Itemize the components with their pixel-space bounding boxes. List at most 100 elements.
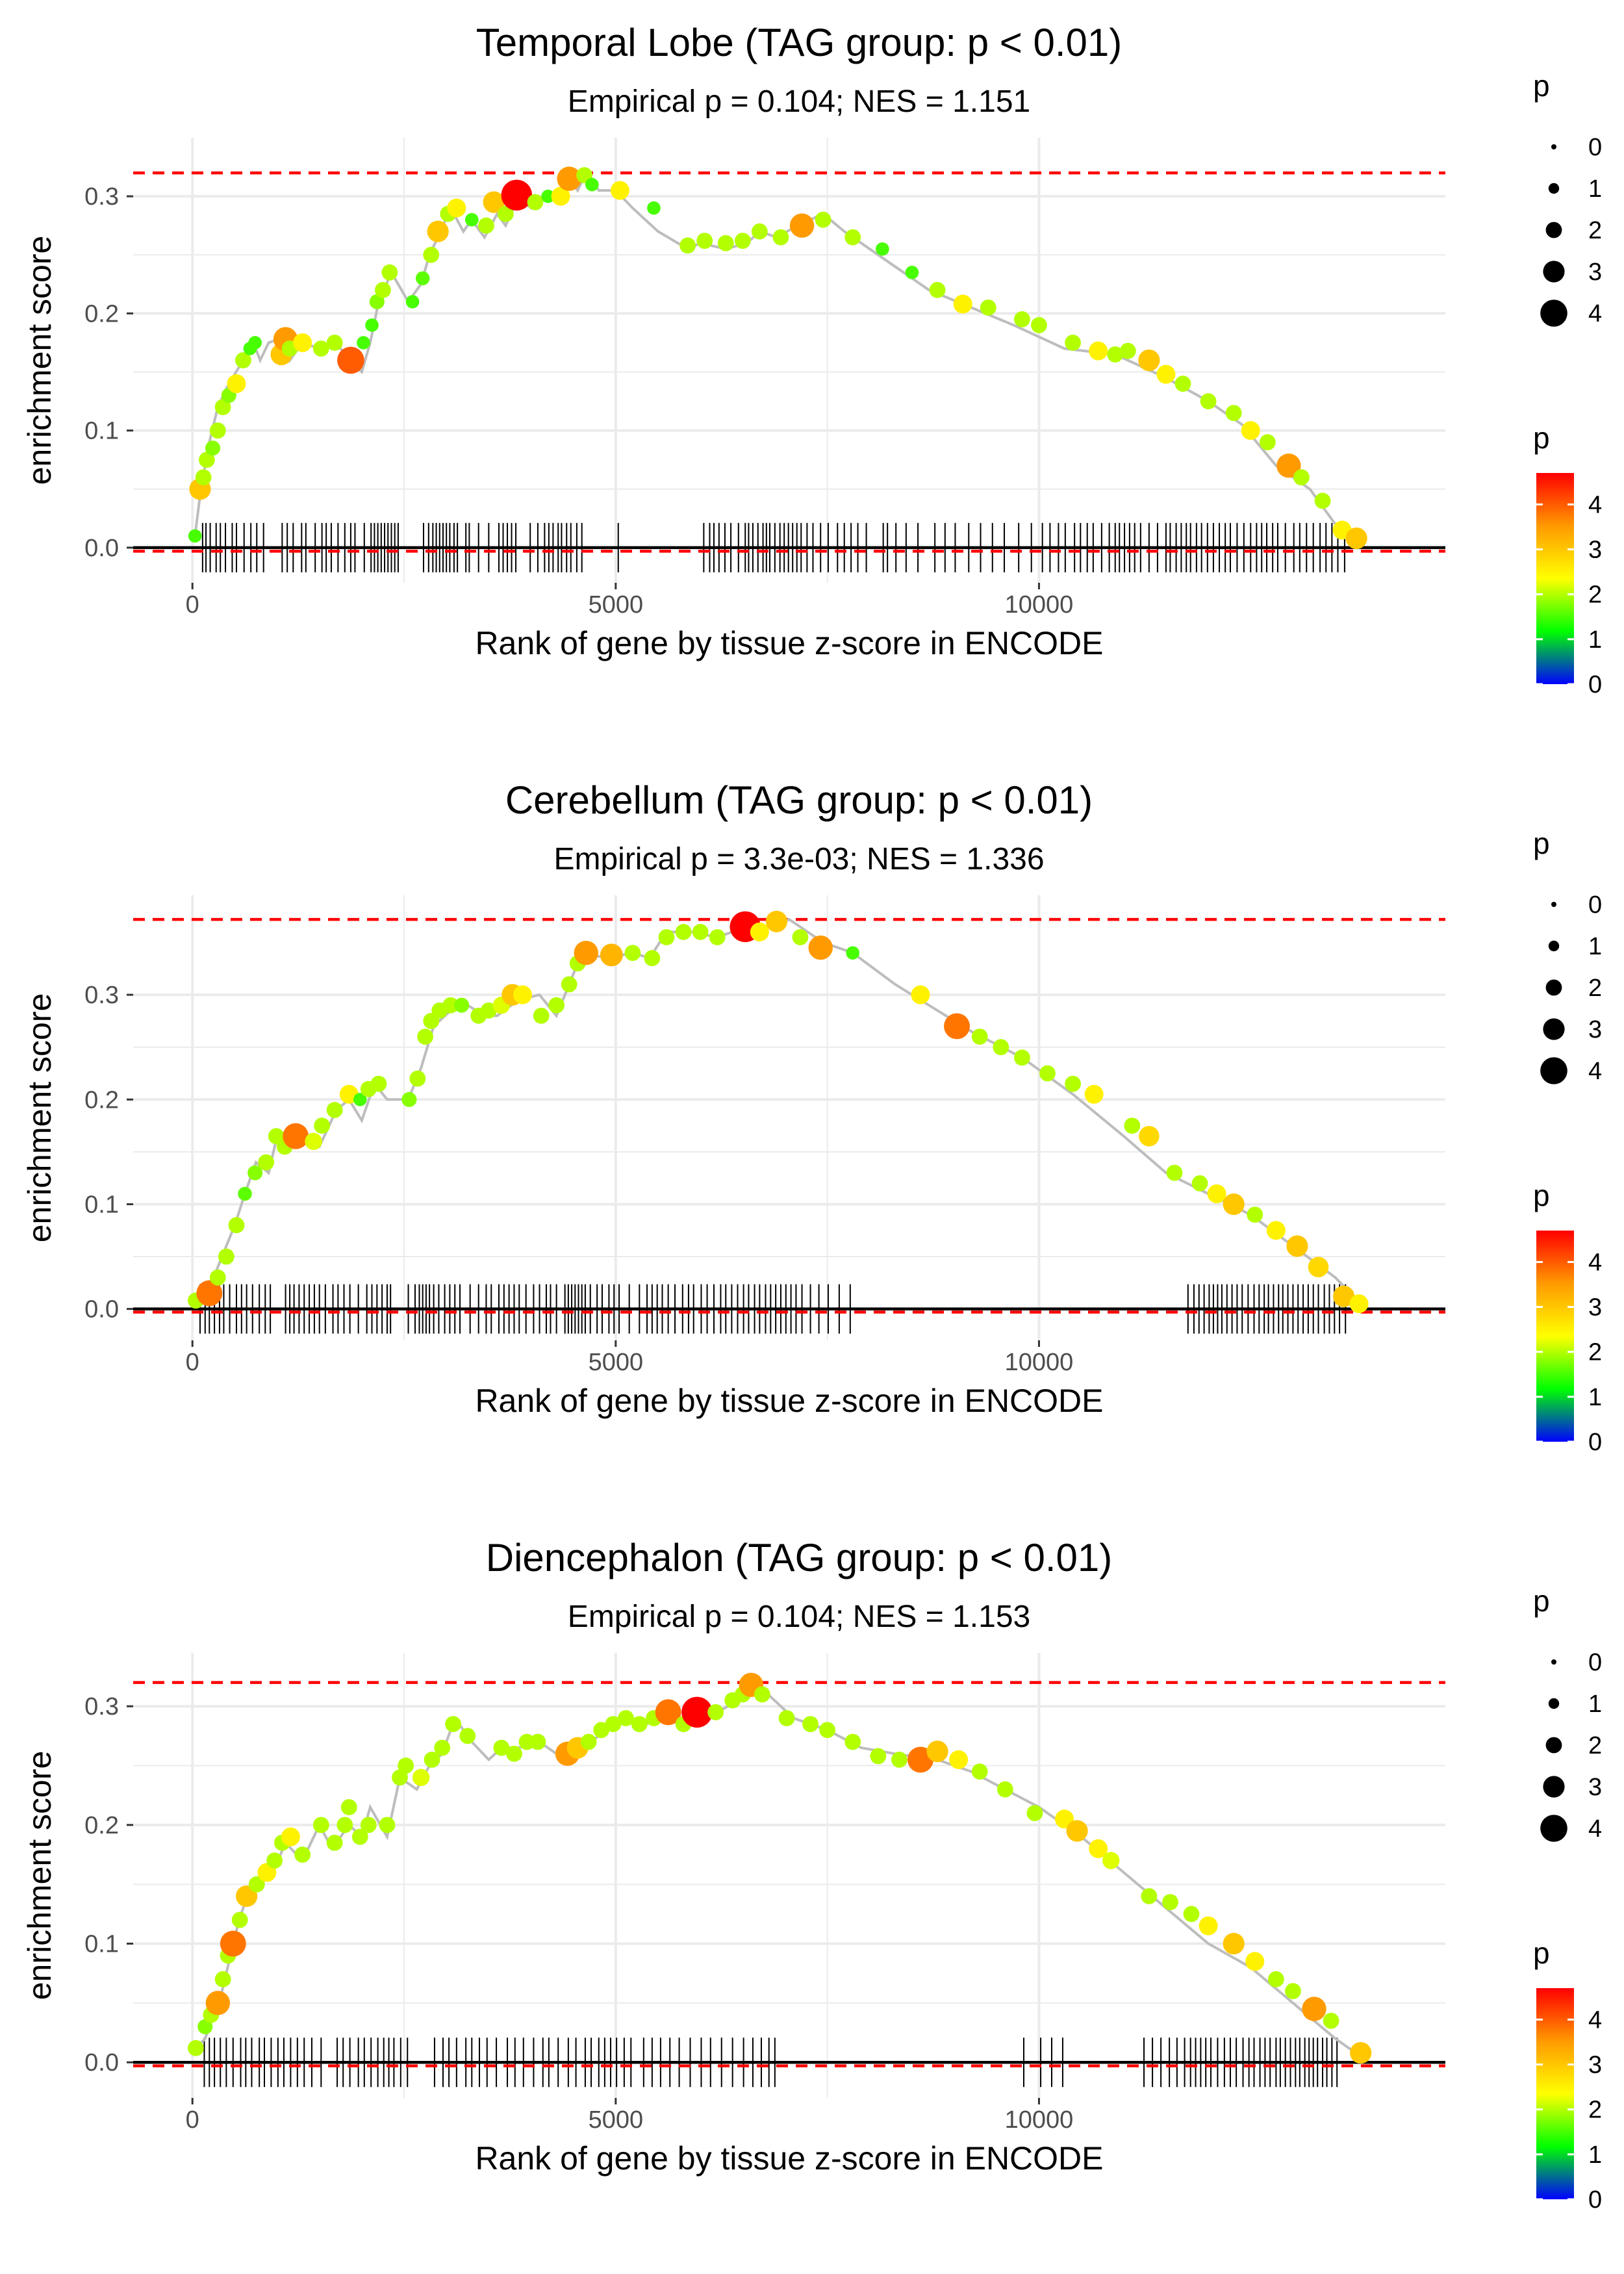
data-point <box>326 1102 343 1118</box>
data-point <box>905 266 919 279</box>
data-point <box>541 189 555 203</box>
size-legend-label: 0 <box>1588 1649 1602 1676</box>
data-point <box>412 1769 430 1787</box>
data-point <box>944 1013 970 1040</box>
data-point <box>218 1248 235 1265</box>
data-point <box>293 333 312 352</box>
data-point <box>675 924 692 940</box>
data-point <box>228 1217 245 1234</box>
y-tick-label: 0.0 <box>84 2049 119 2076</box>
data-point <box>1314 492 1331 509</box>
size-legend-label: 3 <box>1588 259 1602 286</box>
data-point <box>808 935 833 960</box>
size-legend-key <box>1551 144 1556 149</box>
size-legend-key <box>1548 183 1560 194</box>
data-point <box>949 1750 969 1769</box>
data-point <box>209 1269 226 1286</box>
enrichment-curve <box>193 1680 1362 2058</box>
data-point <box>585 177 599 192</box>
data-point <box>501 179 533 211</box>
data-point <box>381 264 398 281</box>
data-point <box>1084 1084 1104 1104</box>
data-point <box>1138 349 1160 372</box>
y-tick-label: 0.2 <box>84 300 119 327</box>
data-point <box>600 943 623 967</box>
data-point <box>360 1817 377 1833</box>
colorbar-label: 4 <box>1588 491 1602 518</box>
chart-subtitle: Empirical p = 3.3e-03; NES = 1.336 <box>553 842 1044 876</box>
data-point <box>427 220 449 242</box>
chart-panel-temporal-lobe: Temporal Lobe (TAG group: p < 0.01) Empir… <box>0 0 1624 758</box>
data-point <box>188 2039 204 2056</box>
data-point <box>1308 1257 1329 1277</box>
data-point <box>336 1817 353 1833</box>
y-tick-label: 0.3 <box>84 982 119 1009</box>
y-axis-title: enrichment score <box>21 993 58 1243</box>
data-point <box>312 1817 329 1833</box>
x-tick-label: 10000 <box>1005 591 1074 619</box>
data-point <box>1124 1118 1141 1134</box>
data-point <box>1191 1175 1208 1192</box>
data-point <box>1102 1852 1120 1869</box>
data-point <box>980 299 996 316</box>
data-point <box>844 229 861 246</box>
x-tick-label: 5000 <box>589 2106 644 2134</box>
y-tick-label: 0.1 <box>84 1191 119 1218</box>
colorbar-label: 3 <box>1588 1294 1602 1322</box>
data-point <box>971 1763 988 1780</box>
data-point <box>911 985 930 1004</box>
data-point <box>655 1699 681 1726</box>
size-legend-key <box>1543 1018 1565 1040</box>
colorbar-label: 0 <box>1588 1429 1602 1456</box>
data-point <box>198 452 215 468</box>
data-point <box>734 233 751 249</box>
colorbar-label: 3 <box>1588 2052 1602 2079</box>
y-tick-label: 0.1 <box>84 418 119 445</box>
size-legend-title: p <box>1533 1584 1550 1618</box>
data-point <box>1223 1932 1245 1955</box>
data-point <box>1065 335 1081 351</box>
data-point <box>1089 1839 1108 1858</box>
size-legend-label: 2 <box>1588 1732 1602 1759</box>
data-point <box>1302 1997 1326 2021</box>
size-legend-label: 4 <box>1588 1058 1602 1085</box>
data-point <box>754 1686 770 1703</box>
data-point <box>447 198 466 218</box>
data-point <box>379 1817 396 1833</box>
colorbar <box>1536 473 1574 684</box>
data-point <box>529 1733 546 1750</box>
data-point <box>792 929 809 945</box>
data-point <box>434 1739 451 1756</box>
data-point <box>527 194 544 211</box>
data-point <box>197 2019 213 2034</box>
colorbar-label: 2 <box>1588 1339 1602 1366</box>
data-point <box>417 1028 434 1045</box>
chart-panel-diencephalon: Diencephalon (TAG group: p < 0.01) Empiri… <box>0 1515 1624 2273</box>
data-point <box>1039 1065 1056 1082</box>
colorbar-label: 0 <box>1588 2186 1602 2214</box>
chart-subtitle: Empirical p = 0.104; NES = 1.153 <box>568 1600 1030 1634</box>
y-tick-label: 0.0 <box>84 535 119 562</box>
data-point <box>326 1834 343 1851</box>
data-point <box>1119 342 1136 359</box>
data-point <box>605 1716 622 1732</box>
data-point <box>1065 1075 1081 1092</box>
data-point <box>513 985 532 1004</box>
data-point <box>618 1710 634 1726</box>
x-tick-label: 5000 <box>589 591 644 619</box>
data-point <box>717 235 734 251</box>
data-point <box>235 352 251 368</box>
data-point <box>369 294 385 309</box>
size-legend-title: p <box>1533 826 1550 860</box>
data-point <box>392 1769 408 1786</box>
x-axis-title: Rank of gene by tissue z-score in ENCODE <box>475 625 1103 661</box>
data-point <box>506 1745 522 1762</box>
chart-temporal-lobe: Temporal Lobe (TAG group: p < 0.01) Empir… <box>21 21 1602 698</box>
data-point <box>518 1733 535 1750</box>
data-point <box>1323 2012 1339 2029</box>
color-legend-title: p <box>1533 421 1550 455</box>
y-tick-label: 0.3 <box>84 183 119 211</box>
data-point <box>365 318 379 332</box>
data-point <box>1139 1125 1160 1147</box>
data-point <box>772 229 789 246</box>
